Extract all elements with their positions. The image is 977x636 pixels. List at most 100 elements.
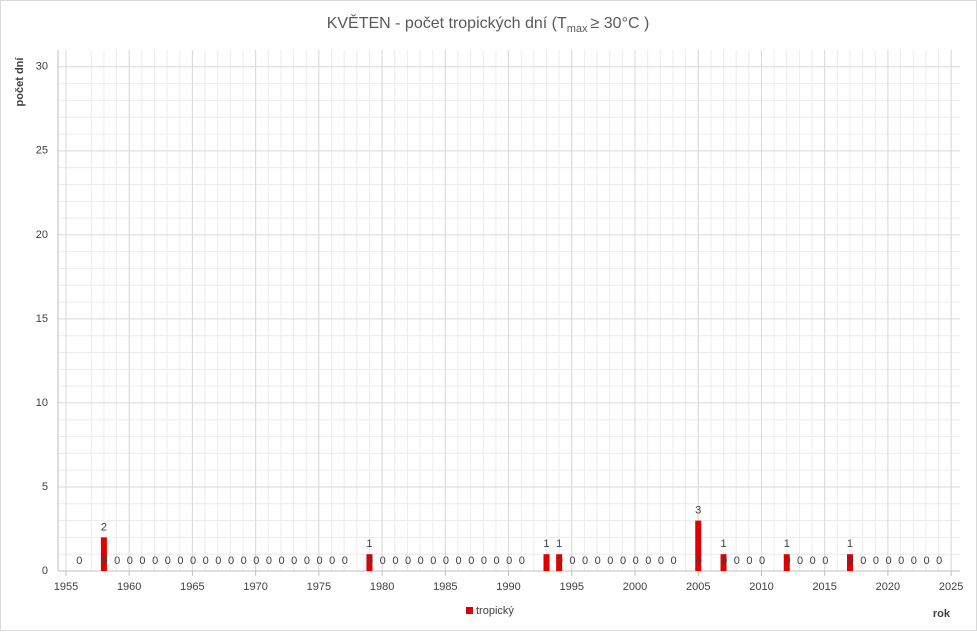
- value-label: 0: [342, 555, 348, 567]
- value-label: 0: [923, 555, 929, 567]
- value-label: 1: [720, 538, 726, 550]
- x-axis-label: rok: [933, 608, 951, 620]
- value-label: 0: [569, 555, 575, 567]
- y-tick-label: 0: [42, 565, 48, 577]
- value-label: 0: [582, 555, 588, 567]
- title-main: KVĚTEN - počet tropických dní (T: [327, 13, 567, 32]
- value-label: 0: [506, 555, 512, 567]
- y-tick-label: 10: [36, 397, 48, 409]
- value-label: 0: [329, 555, 335, 567]
- value-label: 0: [671, 555, 677, 567]
- bar: [695, 520, 702, 571]
- value-label: 0: [177, 555, 183, 567]
- value-label: 0: [418, 555, 424, 567]
- value-label: 0: [746, 555, 752, 567]
- value-label: 0: [658, 555, 664, 567]
- x-tick-label: 2015: [812, 581, 836, 593]
- value-label: 0: [633, 555, 639, 567]
- chart-title: KVĚTEN - počet tropických dní (Tmax ≥ 30°…: [327, 13, 650, 35]
- value-label: 0: [519, 555, 525, 567]
- value-label: 0: [493, 555, 499, 567]
- x-tick-label: 1985: [433, 581, 457, 593]
- x-tick-label: 2025: [939, 581, 963, 593]
- value-label: 0: [405, 555, 411, 567]
- value-label: 1: [543, 538, 549, 550]
- value-label: 0: [557, 555, 563, 567]
- value-label: 0: [696, 555, 702, 567]
- x-tick-label: 1990: [496, 581, 520, 593]
- value-label: 0: [860, 555, 866, 567]
- value-label: 1: [847, 538, 853, 550]
- x-tick-label: 2005: [686, 581, 710, 593]
- title-suffix: ≥ 30°C ): [591, 15, 650, 32]
- value-label: 0: [165, 555, 171, 567]
- value-label: 0: [797, 555, 803, 567]
- x-tick-label: 2020: [876, 581, 900, 593]
- value-label: 0: [304, 555, 310, 567]
- x-tick-label: 1965: [180, 581, 204, 593]
- value-label: 0: [139, 555, 145, 567]
- value-label: 2: [101, 521, 107, 533]
- value-label: 0: [392, 555, 398, 567]
- bar: [100, 537, 107, 571]
- value-label: 0: [253, 555, 259, 567]
- value-label: 0: [759, 555, 765, 567]
- value-label: 0: [241, 555, 247, 567]
- bar: [846, 554, 853, 571]
- value-label: 0: [76, 555, 82, 567]
- value-label: 0: [430, 555, 436, 567]
- value-label: 0: [152, 555, 158, 567]
- value-label: 0: [367, 555, 373, 567]
- value-label: 1: [556, 538, 562, 550]
- bar: [783, 554, 790, 571]
- bar: [543, 554, 550, 571]
- value-label: 0: [607, 555, 613, 567]
- bar: [556, 554, 563, 571]
- value-label: 0: [101, 555, 107, 567]
- value-label: 0: [810, 555, 816, 567]
- y-tick-label: 30: [36, 61, 48, 73]
- y-axis-label: počet dní: [14, 57, 26, 107]
- value-label: 0: [898, 555, 904, 567]
- legend-label: tropický: [476, 605, 514, 617]
- value-label: 0: [481, 555, 487, 567]
- x-tick-label: 1955: [54, 581, 78, 593]
- value-label: 0: [468, 555, 474, 567]
- value-label: 0: [127, 555, 133, 567]
- value-label: 0: [936, 555, 942, 567]
- x-tick-label: 2010: [749, 581, 773, 593]
- value-label: 0: [848, 555, 854, 567]
- bar: [720, 554, 727, 571]
- x-tick-label: 1960: [117, 581, 141, 593]
- y-tick-label: 5: [42, 481, 48, 493]
- y-tick-label: 20: [36, 229, 48, 241]
- value-label: 0: [620, 555, 626, 567]
- x-tick-label: 1970: [243, 581, 267, 593]
- legend-swatch: [466, 607, 473, 614]
- value-label: 0: [190, 555, 196, 567]
- title-sub: max: [567, 23, 588, 35]
- y-tick-label: 15: [36, 313, 48, 325]
- value-label: 0: [203, 555, 209, 567]
- x-tick-label: 2000: [623, 581, 647, 593]
- value-label: 0: [886, 555, 892, 567]
- value-label: 1: [366, 538, 372, 550]
- value-label: 0: [266, 555, 272, 567]
- value-label: 0: [456, 555, 462, 567]
- value-label: 0: [228, 555, 234, 567]
- value-label: 0: [215, 555, 221, 567]
- y-tick-label: 25: [36, 145, 48, 157]
- value-label: 0: [316, 555, 322, 567]
- x-tick-label: 1975: [307, 581, 331, 593]
- value-label: 0: [911, 555, 917, 567]
- value-label: 3: [695, 504, 701, 516]
- value-label: 0: [443, 555, 449, 567]
- value-label: 0: [291, 555, 297, 567]
- value-label: 0: [784, 555, 790, 567]
- x-tick-label: 1980: [370, 581, 394, 593]
- value-label: 0: [721, 555, 727, 567]
- value-label: 0: [734, 555, 740, 567]
- value-label: 0: [595, 555, 601, 567]
